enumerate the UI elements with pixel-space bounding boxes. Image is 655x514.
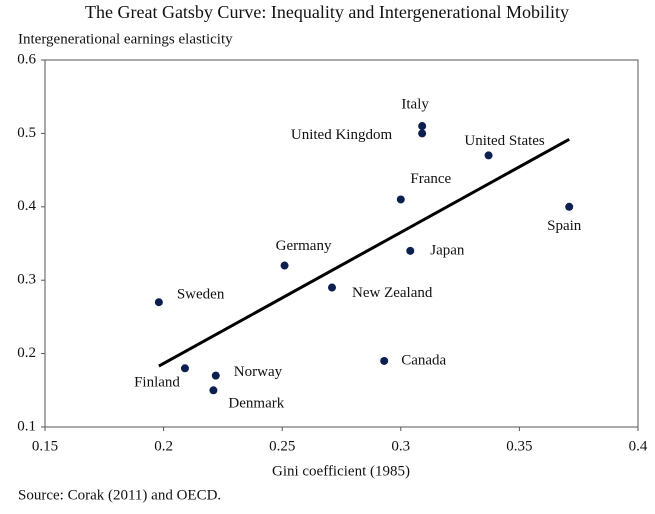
point-label: New Zealand [352, 285, 433, 301]
point [154, 298, 163, 307]
point-label: Italy [401, 96, 429, 112]
point-label: United Kingdom [291, 127, 393, 143]
point-label: Sweden [177, 287, 225, 303]
y-tick-label: 0.2 [17, 345, 36, 361]
plot-frame [44, 59, 639, 428]
point [396, 195, 405, 204]
point [484, 151, 493, 160]
y-tick-label: 0.5 [17, 125, 36, 141]
point-label: Japan [430, 242, 465, 258]
y-axis-label: Intergenerational earnings elasticity [18, 31, 233, 47]
point-label: Denmark [228, 396, 284, 412]
y-tick-label: 0.3 [17, 272, 36, 288]
point-label: United States [464, 133, 545, 149]
point [380, 356, 389, 365]
y-tick-label: 0.4 [17, 198, 36, 214]
x-tick-label: 0.15 [32, 438, 58, 454]
point [209, 386, 218, 395]
x-tick-label: 0.35 [506, 438, 532, 454]
point-label: Canada [401, 352, 446, 368]
source-note: Source: Corak (2011) and OECD. [18, 487, 221, 503]
x-tick-label: 0.3 [391, 438, 410, 454]
x-tick-label: 0.2 [154, 438, 173, 454]
x-axis-label: Gini coefficient (1985) [272, 463, 410, 479]
point [280, 261, 289, 270]
point-label: Finland [134, 375, 180, 391]
x-tick-label: 0.4 [629, 438, 648, 454]
trend-line [158, 137, 570, 368]
x-tick-label: 0.25 [269, 438, 295, 454]
point [418, 122, 427, 131]
point-label: Spain [547, 218, 582, 234]
point [406, 246, 415, 255]
point-label: Norway [234, 364, 283, 380]
y-tick-label: 0.6 [17, 51, 36, 67]
y-tick-label: 0.1 [17, 418, 36, 434]
point [328, 283, 337, 292]
point [211, 371, 220, 380]
point [565, 202, 574, 211]
point-label: France [410, 171, 451, 187]
point-label: Germany [276, 238, 332, 254]
chart-title: The Great Gatsby Curve: Inequality and I… [85, 2, 569, 22]
point [418, 129, 427, 138]
point [180, 364, 189, 373]
